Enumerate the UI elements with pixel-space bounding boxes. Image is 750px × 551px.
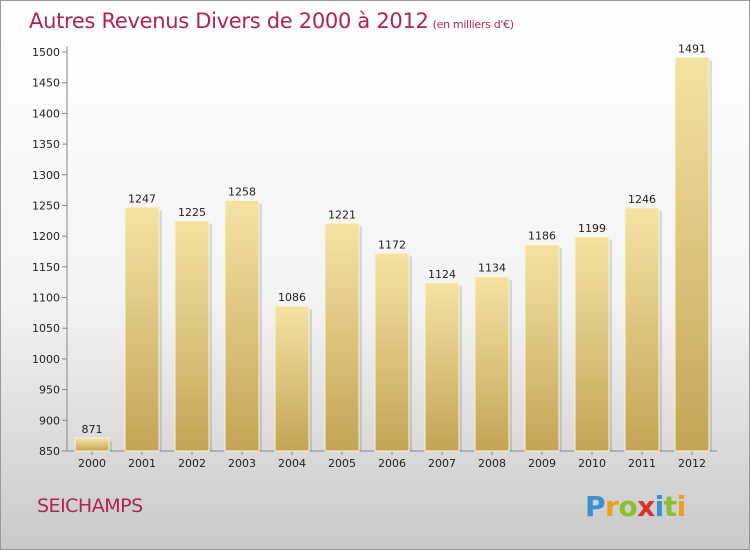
y-tick-label: 1300 xyxy=(32,169,60,182)
y-tick-label: 850 xyxy=(39,445,60,458)
bar-2005[interactable] xyxy=(324,222,360,452)
y-tick-label: 1450 xyxy=(32,77,60,90)
bar-2000[interactable] xyxy=(74,437,110,452)
bar-2006[interactable] xyxy=(374,252,410,452)
logo-letter: r xyxy=(605,490,619,523)
x-tick-label-2003: 2003 xyxy=(228,457,256,470)
bar-2003[interactable] xyxy=(224,200,260,452)
chart-title-text: Autres Revenus Divers de 2000 à 2012 xyxy=(29,9,429,33)
x-tick-label-2008: 2008 xyxy=(478,457,506,470)
y-tick-label: 1250 xyxy=(32,199,60,212)
x-tick-label-2012: 2012 xyxy=(678,457,706,470)
bar-2004[interactable] xyxy=(274,305,310,452)
x-tick-label-2002: 2002 xyxy=(178,457,206,470)
y-tick-label: 950 xyxy=(39,384,60,397)
chart-subtitle: (en milliers d'€) xyxy=(432,18,514,31)
data-labels: 871 1247 1225 1258 1086 1221 1172 1124 1134 1186 1… xyxy=(82,43,707,437)
x-tick-label-2004: 2004 xyxy=(278,457,306,470)
data-label-2002: 1225 xyxy=(178,206,206,219)
x-tick-label-2009: 2009 xyxy=(528,457,556,470)
logo-letter: P xyxy=(585,490,606,523)
x-axis: 2000 2001 2002 2003 2004 2005 2006 2007 2008 2009… xyxy=(67,450,717,470)
data-label-2007: 1124 xyxy=(428,268,456,281)
y-axis: 850 900 950 1000 1050 1100 1150 1200 1250 1300 135… xyxy=(32,46,68,458)
bars xyxy=(74,57,712,452)
logo-letter: o xyxy=(618,490,638,523)
city-name: SEICHAMPS xyxy=(37,495,143,517)
y-tick-label: 1100 xyxy=(32,292,60,305)
bar-2007[interactable] xyxy=(424,282,460,452)
x-tick-label-2007: 2007 xyxy=(428,457,456,470)
bar-2012[interactable] xyxy=(674,57,710,452)
x-tick-label-2005: 2005 xyxy=(328,457,356,470)
data-label-2009: 1186 xyxy=(528,230,556,243)
chart-title: Autres Revenus Divers de 2000 à 2012 (en … xyxy=(29,9,514,33)
data-label-2004: 1086 xyxy=(278,291,306,304)
logo-letter: i xyxy=(654,490,665,523)
y-tick-label: 1500 xyxy=(32,46,60,59)
bar-2009[interactable] xyxy=(524,244,560,452)
y-tick-label: 900 xyxy=(39,414,60,427)
y-tick-label: 1200 xyxy=(32,230,60,243)
bar-2001[interactable] xyxy=(124,206,160,452)
data-label-2005: 1221 xyxy=(328,208,356,221)
x-tick-label-2000: 2000 xyxy=(78,457,106,470)
bar-2010[interactable] xyxy=(574,236,610,452)
data-label-2010: 1199 xyxy=(578,222,606,235)
y-tick-label: 1000 xyxy=(32,353,60,366)
proxiti-logo[interactable]: Proxiti xyxy=(585,490,686,523)
data-label-2011: 1246 xyxy=(628,193,656,206)
data-label-2001: 1247 xyxy=(128,192,156,205)
data-label-2003: 1258 xyxy=(228,186,256,199)
y-tick-label: 1400 xyxy=(32,107,60,120)
data-label-2006: 1172 xyxy=(378,238,406,251)
data-label-2012: 1491 xyxy=(678,43,706,56)
x-tick-label-2001: 2001 xyxy=(128,457,156,470)
data-label-2000: 871 xyxy=(82,423,103,436)
bar-2002[interactable] xyxy=(174,220,210,452)
bar-2011[interactable] xyxy=(624,207,660,452)
y-tick-label: 1050 xyxy=(32,322,60,335)
x-tick-label-2011: 2011 xyxy=(628,457,656,470)
y-tick-label: 1150 xyxy=(32,261,60,274)
bar-2008[interactable] xyxy=(474,276,510,452)
x-tick-label-2010: 2010 xyxy=(578,457,606,470)
data-label-2008: 1134 xyxy=(478,262,506,275)
x-tick-label-2006: 2006 xyxy=(378,457,406,470)
y-tick-label: 1350 xyxy=(32,138,60,151)
logo-letter: x xyxy=(637,490,655,523)
logo-letter: i xyxy=(676,490,687,523)
logo-letter: t xyxy=(663,490,677,523)
